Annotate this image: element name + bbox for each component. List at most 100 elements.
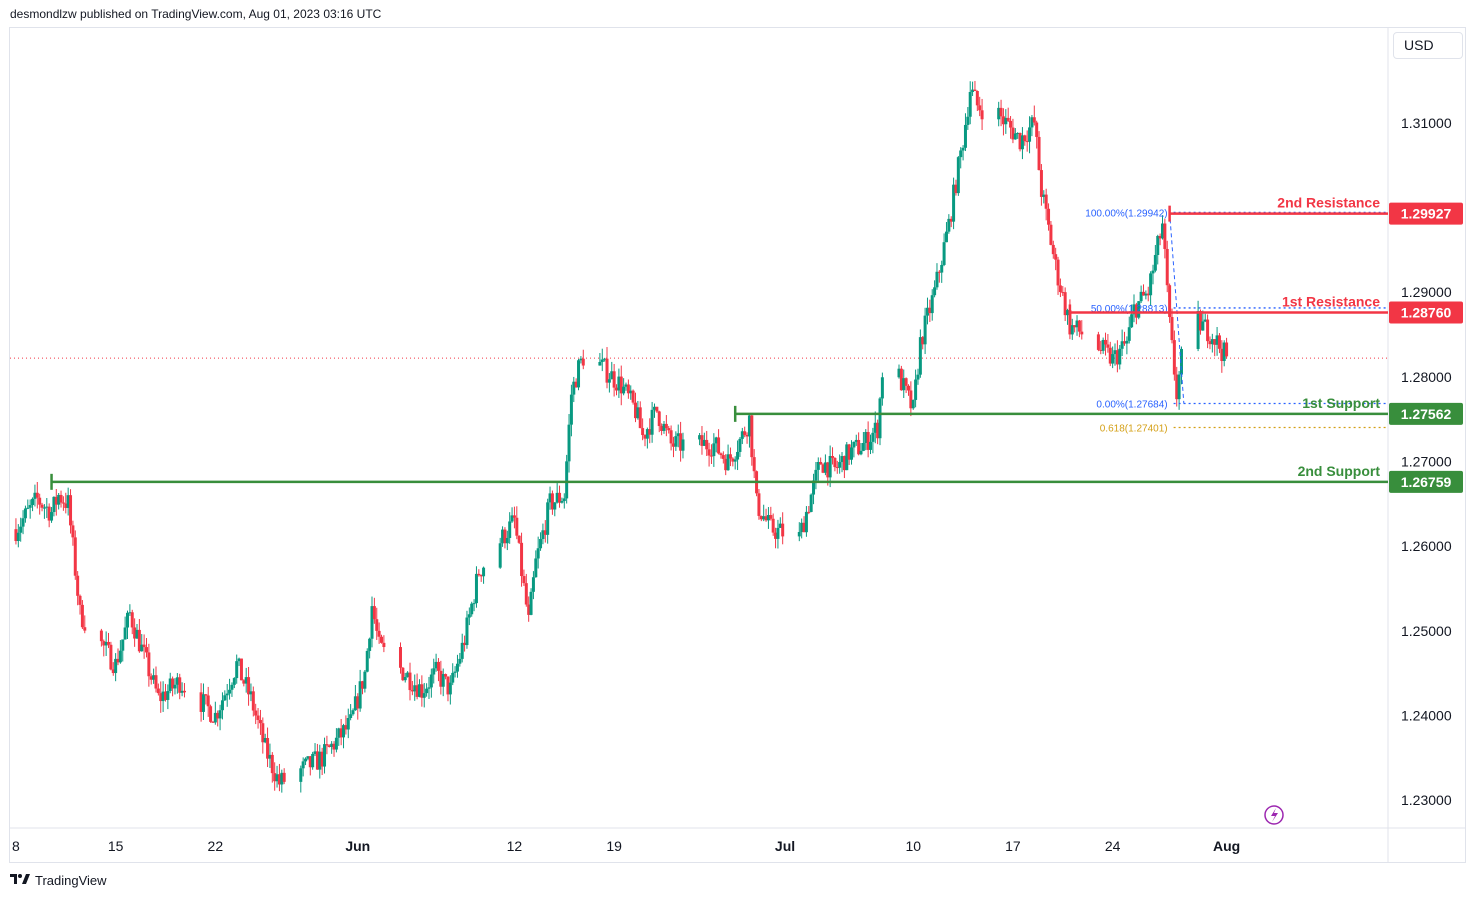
candle [831, 447, 835, 465]
candle [747, 415, 751, 448]
candle [978, 96, 982, 117]
candle-body [232, 678, 236, 685]
candle-body [73, 537, 77, 576]
candle [581, 349, 585, 370]
candle [140, 634, 144, 652]
candle [171, 676, 175, 697]
support-resistance-levels[interactable]: 2nd Resistance 1.29927 1st Resistance 1.287… [50, 195, 1463, 493]
candle [624, 382, 628, 391]
candle [356, 693, 360, 720]
price-axis[interactable]: 1.320001.310001.290001.280001.270001.260… [1401, 30, 1452, 808]
candle-body [781, 523, 785, 537]
candle-body [370, 606, 374, 639]
candle-body [909, 390, 913, 409]
candle [1016, 132, 1020, 139]
candle [1056, 256, 1060, 295]
candle-body [1028, 127, 1032, 142]
candle-body [543, 530, 547, 535]
candle [261, 717, 265, 754]
fibonacci-retracement[interactable]: 100.00%(1.29942) 50.00%(1.28813) 0.00%(1.2… [1085, 208, 1386, 434]
candle-body [660, 426, 664, 431]
candle [311, 751, 315, 770]
candle-body [398, 647, 402, 668]
candle [318, 744, 322, 779]
candle-body [446, 676, 450, 695]
candle-body [871, 432, 875, 442]
candle-body [1075, 320, 1079, 328]
candle-body [31, 498, 35, 506]
candle [937, 270, 941, 283]
candle-body [757, 493, 761, 516]
candle-body [842, 456, 846, 471]
candle [1213, 339, 1217, 357]
candle-body [1063, 292, 1067, 316]
candle-body [956, 157, 960, 194]
candle [251, 686, 255, 717]
candle [755, 470, 759, 497]
candle [436, 658, 440, 682]
candle [78, 594, 82, 615]
lightning-icon[interactable] [1264, 805, 1284, 825]
candle [19, 517, 23, 542]
candle-body [313, 751, 317, 754]
candle [232, 677, 236, 689]
candle [161, 681, 165, 712]
tradingview-footer[interactable]: TradingView [10, 873, 107, 888]
candle [980, 98, 984, 130]
candle-body [1179, 348, 1183, 375]
candle-body [1070, 325, 1074, 335]
candle [107, 632, 111, 649]
candle-body [479, 575, 483, 577]
candle [558, 485, 562, 508]
candle [709, 444, 713, 464]
candle-body [852, 441, 856, 448]
candle-body [667, 428, 671, 431]
candle-body [655, 406, 659, 412]
candle-body [173, 684, 177, 689]
currency-selector[interactable]: USD [1393, 32, 1463, 59]
time-axis[interactable]: 8 15 22 Jun 12 19 Jul 10 17 24 Aug [12, 838, 1240, 854]
candle-body [50, 512, 54, 521]
candle-body [769, 515, 773, 519]
candle-body [166, 691, 170, 700]
candle [28, 499, 32, 519]
candle-body [344, 725, 348, 730]
candle-body [14, 529, 18, 542]
candle-body [206, 695, 210, 707]
candle-body [23, 508, 27, 519]
candle-body [933, 287, 937, 296]
candle-body [634, 402, 638, 419]
candle-body [137, 629, 141, 652]
candle-body [149, 676, 153, 680]
candle [206, 686, 210, 717]
candle-body [743, 431, 747, 435]
candle [408, 662, 412, 701]
candle [650, 401, 654, 443]
candle [1006, 107, 1010, 123]
candle-body [605, 358, 609, 383]
candle [667, 425, 671, 434]
candle [1051, 240, 1055, 259]
candle [268, 743, 272, 768]
candle-body [458, 658, 462, 664]
candle [997, 101, 1001, 127]
candle-body [664, 423, 668, 429]
candle-body [1058, 285, 1062, 293]
candle-body [434, 661, 438, 669]
candle [928, 299, 932, 322]
candle [223, 690, 227, 702]
candle [1217, 333, 1221, 354]
candle-body [1101, 339, 1105, 351]
candle [439, 660, 443, 695]
candle [299, 765, 303, 793]
candle [940, 260, 944, 283]
candle [1127, 316, 1131, 344]
candle-body [270, 754, 274, 774]
price-tag [1389, 202, 1463, 225]
candle-body [220, 700, 224, 711]
candle-body [527, 604, 531, 615]
candle-body [372, 606, 376, 620]
candle [603, 357, 607, 362]
time-tick-label: 22 [208, 838, 224, 854]
